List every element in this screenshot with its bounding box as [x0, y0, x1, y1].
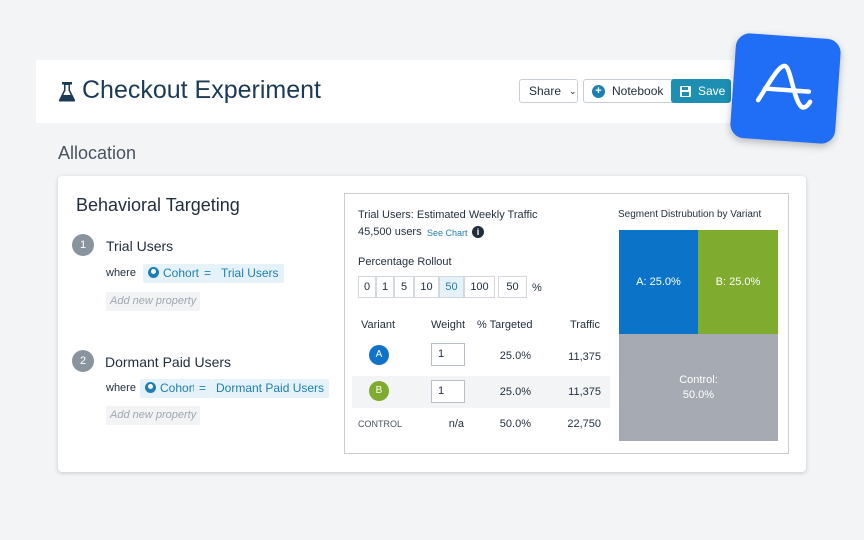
rollout-input[interactable]: 50: [498, 276, 527, 298]
where-label: where: [106, 382, 136, 394]
property-chip[interactable]: Cohort: [143, 264, 205, 283]
traffic-value: 11,375: [568, 386, 601, 398]
where-label: where: [106, 267, 136, 279]
rollout-label: Percentage Rollout: [358, 256, 452, 268]
page-title: Checkout Experiment: [82, 76, 322, 104]
section-title: Allocation: [58, 143, 137, 163]
save-button[interactable]: Save: [671, 79, 731, 103]
column-header: Variant: [361, 319, 396, 331]
segment-b-block: B: 25.0%: [698, 230, 778, 334]
step-number: 1: [72, 234, 94, 256]
plus-circle-icon: +: [592, 84, 605, 98]
step-number: 2: [72, 350, 94, 372]
variant-badge: B: [369, 381, 389, 401]
segment-name[interactable]: Dormant Paid Users: [105, 354, 232, 370]
rollout-unit: %: [532, 282, 542, 294]
amplitude-logo: [729, 32, 842, 145]
save-label: Save: [698, 84, 726, 98]
cohort-icon: [145, 382, 156, 393]
value-chip[interactable]: Dormant Paid Users: [211, 379, 330, 398]
amplitude-logo-icon: [755, 63, 813, 110]
see-chart-link[interactable]: See Chart: [427, 228, 468, 238]
table-row-highlight: [352, 376, 610, 408]
share-button[interactable]: Share ⌄: [519, 79, 578, 103]
column-header: % Targeted: [477, 319, 533, 331]
weight-input[interactable]: 1: [431, 343, 465, 366]
operator-chip[interactable]: =: [194, 379, 212, 398]
traffic-value: 11,375: [568, 351, 601, 363]
weight-input[interactable]: 1: [431, 380, 465, 403]
save-icon: [680, 85, 691, 97]
segment-name[interactable]: Trial Users: [106, 238, 174, 254]
value-chip[interactable]: Trial Users: [216, 264, 284, 283]
add-property-button[interactable]: Add new property: [106, 292, 201, 311]
distribution-title: Segment Distrubution by Variant: [618, 209, 762, 220]
control-value: 50.0%: [682, 388, 715, 401]
weight-value: n/a: [448, 418, 464, 430]
notebook-label: Notebook: [612, 84, 664, 98]
variant-control-label: CONTROL: [358, 419, 403, 429]
traffic-title: Trial Users: Estimated Weekly Traffic: [358, 209, 538, 221]
variant-badge: A: [369, 345, 389, 365]
rollout-option[interactable]: 100: [464, 276, 495, 298]
add-property-button[interactable]: Add new property: [106, 406, 201, 425]
targeting-title: Behavioral Targeting: [76, 195, 240, 215]
flask-icon: [58, 82, 76, 102]
property-chip[interactable]: Cohort: [140, 379, 202, 398]
rollout-option-selected[interactable]: 50: [439, 276, 464, 298]
traffic-value: 22,750: [567, 418, 601, 430]
user-count: 45,500 users: [358, 226, 422, 238]
segment-a-block: A: 25.0%: [619, 230, 698, 334]
rollout-option[interactable]: 1: [376, 276, 394, 298]
operator-chip[interactable]: =: [199, 264, 217, 283]
traffic-panel: Trial Users: Estimated Weekly Traffic 45…: [344, 193, 789, 454]
targeted-value: 50.0%: [499, 418, 531, 430]
segment-control-block: Control: 50.0%: [619, 334, 778, 441]
info-icon[interactable]: i: [472, 226, 484, 238]
column-header: Traffic: [570, 319, 600, 331]
rollout-option[interactable]: 5: [394, 276, 414, 298]
column-header: Weight: [431, 319, 466, 331]
control-label: Control:: [679, 373, 718, 386]
experiment-header: Checkout Experiment Share ⌄ + Notebook S…: [36, 60, 776, 123]
share-label: Share: [529, 84, 562, 98]
targeted-value: 25.0%: [499, 350, 531, 362]
rollout-option[interactable]: 0: [358, 276, 376, 298]
cohort-icon: [148, 267, 159, 278]
rollout-option[interactable]: 10: [414, 276, 439, 298]
targeted-value: 25.0%: [499, 386, 531, 398]
chevron-down-icon: ⌄: [569, 85, 577, 96]
allocation-card: Behavioral Targeting 1 Trial Users where…: [58, 176, 806, 472]
